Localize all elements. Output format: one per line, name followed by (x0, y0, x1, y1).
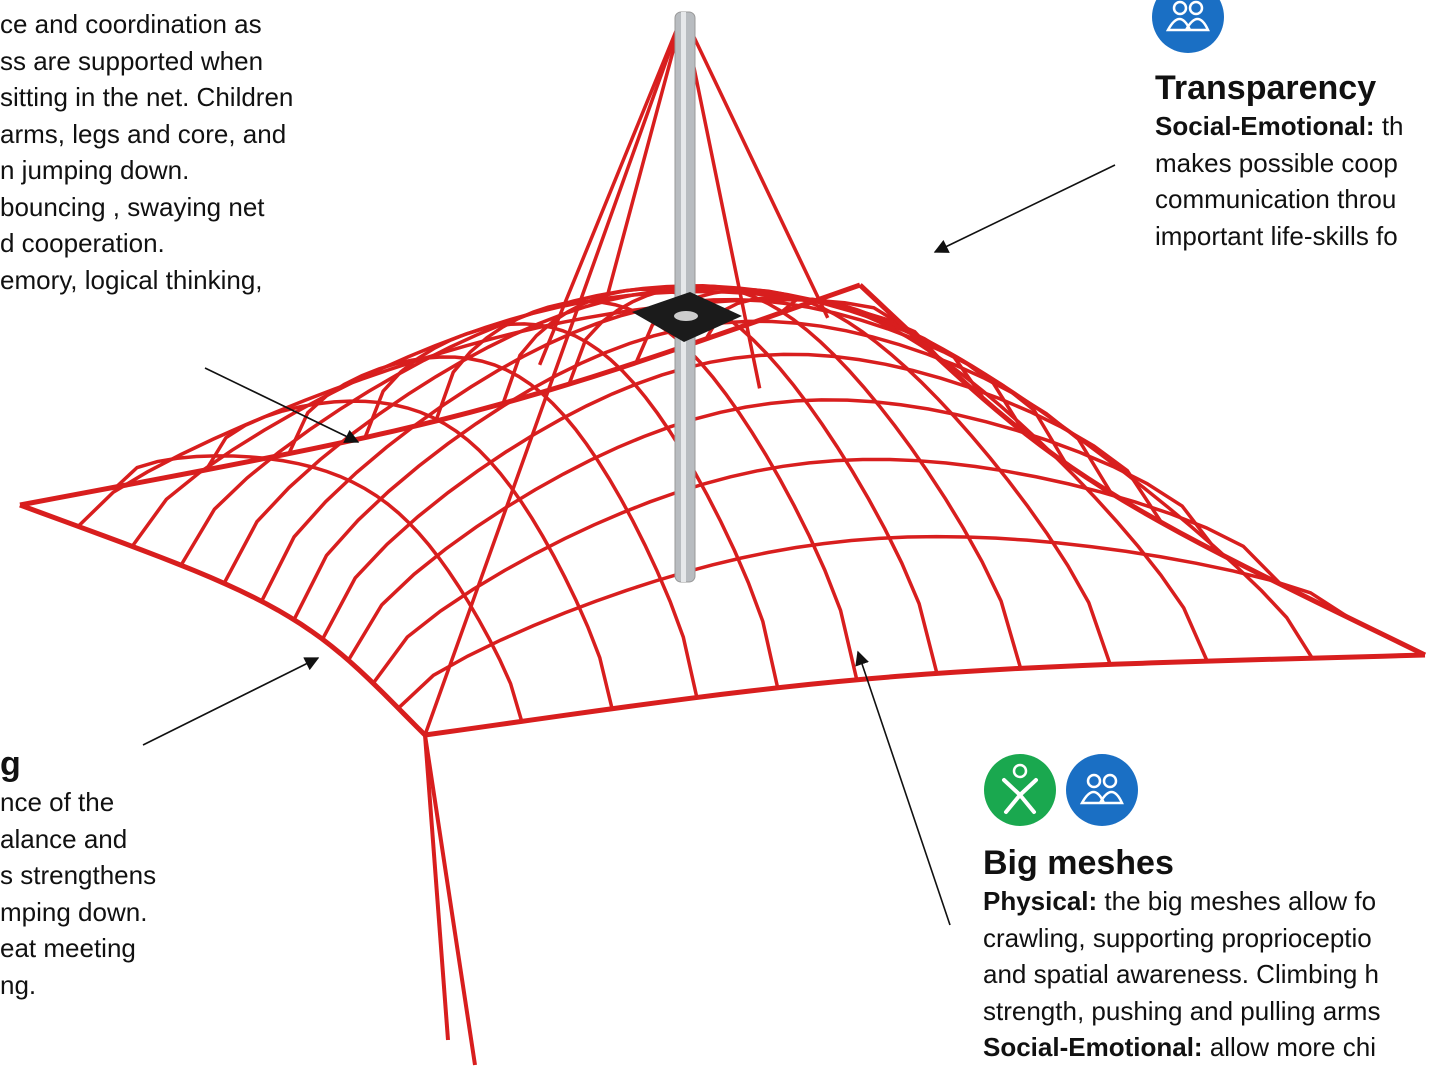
text-line: and spatial awareness. Climbing h (983, 959, 1379, 989)
physical-icon (984, 754, 1056, 826)
text: the big meshes allow fo (1104, 886, 1377, 916)
net-rope (606, 13, 685, 295)
text-line: strength, pushing and pulling arms (983, 995, 1381, 1026)
label: Social-Emotional: (1155, 111, 1375, 141)
arrow (933, 164, 1116, 253)
net-rope (204, 399, 614, 710)
arrow (855, 650, 951, 926)
net-rope (397, 534, 1352, 710)
text: th (1381, 111, 1404, 141)
arrow (142, 657, 320, 746)
net-rope (779, 297, 1314, 660)
net-rope (634, 287, 1112, 665)
heading: g (0, 745, 21, 783)
net-rope (681, 13, 830, 319)
social-icon (1152, 0, 1224, 53)
bottom-left-text: g nce of the alance and s strengthens mping… (0, 744, 200, 1003)
arrow (204, 367, 360, 443)
plate-hole (674, 311, 698, 321)
text-line: bouncing , swaying net (0, 191, 265, 222)
social-icon (1066, 754, 1138, 826)
text-line: emory, logical thinking, (0, 264, 263, 295)
text-line: crawling, supporting proprioceptio (983, 922, 1372, 953)
net-rope (371, 457, 1283, 685)
text-line: eat meeting (0, 933, 136, 963)
big-meshes-text: Big meshes Physical: the big meshes allo… (983, 843, 1433, 1066)
text-line: ng. (0, 969, 37, 1000)
net-rope (363, 322, 780, 689)
text-line: Physical: the big meshes allow fo (983, 883, 1433, 920)
net-rope (681, 13, 762, 389)
heading: Transparency (1155, 69, 1377, 107)
net-rope (260, 297, 1068, 603)
heading: Big meshes (983, 844, 1174, 882)
net-rope (320, 352, 1163, 641)
net-rope (423, 734, 477, 1066)
text-line: n jumping down. (0, 155, 190, 185)
net-rope (423, 13, 685, 736)
text-line: important life-skills fo (1155, 220, 1398, 251)
text-line: arms, legs and core, and (0, 118, 287, 149)
net-rope (19, 502, 427, 737)
text-line: mping down. (0, 896, 148, 927)
text-line: Social-Emotional: th (1155, 108, 1433, 145)
net-rope (567, 283, 1023, 669)
net-rope (423, 734, 450, 1041)
net-rope (538, 13, 685, 366)
text-line: makes possible coop (1155, 147, 1398, 178)
text-line: ce and coordination as (0, 9, 262, 39)
text: allow more chi (1209, 1032, 1376, 1062)
transparency-text: Transparency Social-Emotional: th makes p… (1155, 68, 1433, 254)
net-rope (115, 454, 524, 722)
text-line: alance and (0, 823, 128, 854)
text-line: Social-Emotional: allow more chi (983, 1029, 1433, 1066)
top-left-text: ce and coordination as ss are supported w… (0, 6, 360, 298)
text-line: communication throu (1155, 184, 1397, 214)
text-line: sitting in the net. Children (0, 82, 294, 112)
text-line: nce of the (0, 787, 115, 817)
label: Social-Emotional: (983, 1032, 1203, 1062)
text-line: ss are supported when (0, 45, 264, 76)
text-line: s strengthens (0, 860, 157, 890)
net-rope (858, 283, 1427, 658)
net-rope (424, 652, 1426, 738)
label: Physical: (983, 886, 1098, 916)
text-line: d cooperation. (0, 228, 165, 258)
net-rope (287, 355, 699, 698)
net-rope (19, 282, 861, 508)
